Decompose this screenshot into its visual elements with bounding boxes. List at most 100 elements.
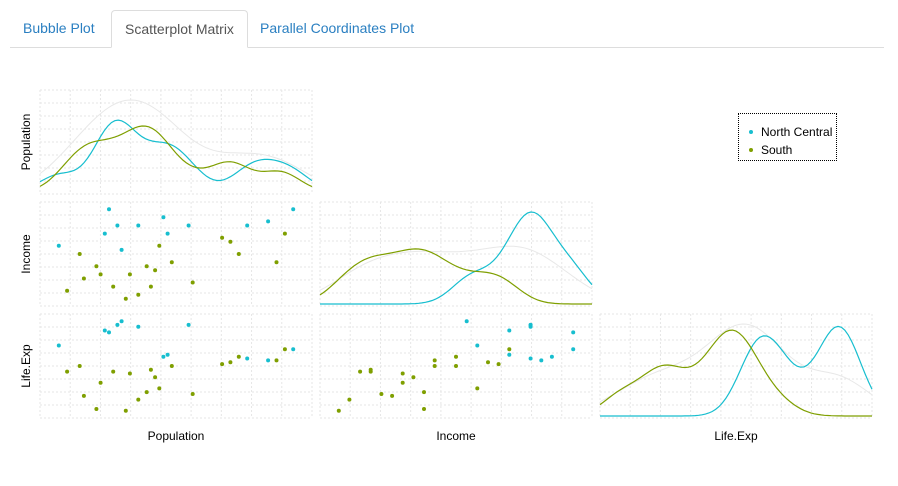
data-point-north-central: [528, 322, 533, 327]
data-point-north-central: [161, 354, 166, 359]
data-point-north-central: [528, 356, 533, 361]
data-point-north-central: [107, 330, 111, 335]
data-point-north-central: [571, 330, 576, 335]
data-point-north-central: [245, 223, 250, 228]
data-point-south: [123, 408, 128, 413]
data-point-north-central: [571, 347, 576, 352]
density-curve-south: [599, 329, 872, 417]
x-axis-label: Population: [148, 429, 205, 443]
data-point-north-central: [56, 243, 61, 248]
data-point-north-central: [266, 219, 271, 224]
data-point-south: [496, 362, 501, 367]
tab-bubble-plot[interactable]: Bubble Plot: [23, 20, 95, 36]
legend: North Central South: [738, 113, 837, 161]
data-point-south: [454, 354, 458, 359]
data-point-south: [77, 252, 82, 256]
data-point-south: [228, 360, 233, 365]
data-point-south: [144, 390, 149, 395]
data-point-south: [157, 386, 162, 391]
data-point-south: [153, 268, 158, 273]
data-point-north-central: [107, 207, 111, 212]
data-point-north-central: [539, 358, 544, 363]
data-point-south: [94, 407, 99, 411]
x-axis-label: Life.Exp: [714, 429, 758, 443]
data-point-north-central: [475, 343, 480, 348]
data-point-south: [190, 280, 195, 285]
data-point-south: [98, 272, 103, 277]
data-point-south: [347, 397, 352, 402]
legend-item-north-central[interactable]: North Central: [749, 124, 832, 140]
data-point-south: [123, 296, 128, 301]
data-point-north-central: [136, 324, 141, 329]
data-point-south: [157, 243, 162, 248]
data-point-south: [282, 347, 287, 352]
tab-parallel-coordinates-plot[interactable]: Parallel Coordinates Plot: [260, 20, 415, 36]
data-point-south: [236, 354, 241, 359]
scatterplot-matrix: Population Population Income Income Life.Exp…: [19, 89, 873, 443]
data-point-north-central: [165, 231, 170, 236]
legend-label: South: [761, 143, 793, 157]
legend-swatch: [749, 129, 753, 134]
data-point-south: [220, 235, 225, 240]
density-curve-all: [599, 323, 873, 403]
data-point-north-central: [136, 223, 141, 228]
data-point-south: [454, 364, 458, 368]
data-point-south: [400, 380, 405, 385]
y-axis-label: Life.Exp: [19, 344, 33, 388]
data-point-south: [111, 369, 116, 374]
x-axis-label: Income: [436, 429, 476, 443]
data-point-south: [65, 288, 70, 293]
data-point-south: [432, 364, 437, 368]
data-point-south: [111, 284, 116, 289]
data-point-south: [153, 375, 158, 380]
data-point-south: [379, 392, 384, 396]
data-point-south: [274, 358, 279, 363]
data-point-north-central: [549, 354, 554, 359]
data-point-south: [400, 371, 405, 376]
density-curve-north-central: [600, 325, 873, 417]
data-point-south: [169, 260, 174, 265]
data-point-north-central: [102, 328, 107, 333]
data-point-north-central: [56, 343, 61, 348]
data-point-south: [98, 380, 103, 385]
density-curve-south: [319, 248, 592, 305]
legend-label: North Central: [761, 125, 833, 139]
data-point-south: [77, 364, 82, 368]
data-point-north-central: [161, 215, 166, 220]
data-point-north-central: [102, 231, 107, 236]
data-point-south: [148, 367, 153, 372]
data-point-north-central: [119, 319, 124, 324]
data-point-south: [127, 371, 132, 376]
data-point-south: [65, 369, 70, 374]
data-point-south: [190, 392, 195, 396]
legend-item-south[interactable]: South: [749, 142, 792, 158]
data-point-south: [475, 386, 480, 391]
data-point-north-central: [245, 356, 250, 361]
data-point-south: [274, 260, 279, 265]
density-curve-south: [39, 125, 313, 188]
data-point-south: [220, 362, 225, 367]
tab-bar: Bubble Plot Scatterplot Matrix Parallel …: [10, 10, 884, 48]
data-point-south: [94, 264, 99, 269]
data-point-north-central: [291, 347, 296, 352]
data-point-south: [390, 393, 395, 398]
density-curve-all: [39, 99, 313, 177]
data-point-south: [169, 364, 174, 368]
data-point-north-central: [266, 358, 271, 363]
data-point-south: [144, 264, 149, 269]
data-point-north-central: [186, 322, 191, 327]
density-curve-north-central: [320, 211, 593, 305]
data-point-south: [127, 272, 132, 277]
data-point-south: [422, 407, 426, 411]
data-point-south: [228, 239, 233, 244]
data-point-south: [81, 276, 86, 281]
data-point-south: [507, 347, 512, 352]
data-point-north-central: [186, 223, 191, 228]
data-point-north-central: [464, 319, 469, 324]
density-curve-north-central: [39, 119, 313, 183]
density-curve-all: [319, 245, 593, 291]
data-point-south: [432, 358, 437, 363]
y-axis-label: Population: [19, 114, 33, 171]
data-point-south: [368, 367, 373, 372]
tab-scatterplot-matrix[interactable]: Scatterplot Matrix: [111, 10, 248, 48]
